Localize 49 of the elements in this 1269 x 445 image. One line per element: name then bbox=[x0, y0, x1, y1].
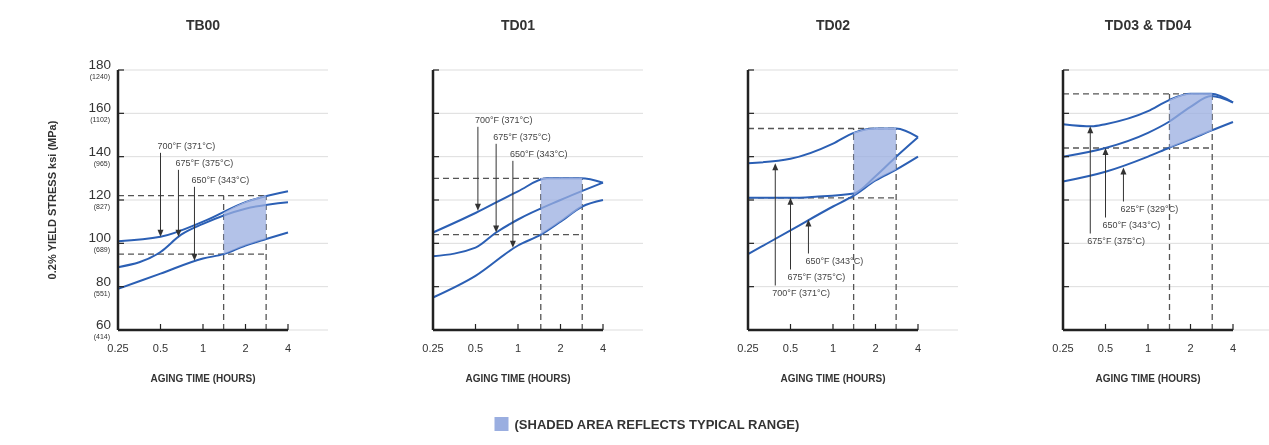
y-axis-title: 0.2% YIELD STRESS ksi (MPa) bbox=[46, 120, 58, 280]
x-tick-label: 2 bbox=[557, 342, 564, 354]
x-tick-label: 1 bbox=[1144, 342, 1152, 354]
y-tick-label: 160 bbox=[88, 100, 111, 116]
x-tick-label: 4 bbox=[914, 342, 922, 354]
annotation: 650°F (343°C) bbox=[805, 255, 864, 266]
x-tick-label: 1 bbox=[829, 342, 837, 354]
chart-title: TD02 bbox=[815, 17, 851, 33]
x-tick-label: 4 bbox=[1229, 342, 1237, 354]
annotation: 700°F (371°C) bbox=[474, 114, 533, 125]
x-tick-label: 1 bbox=[514, 342, 522, 354]
chart-title: TB00 bbox=[185, 17, 221, 33]
annotation: 650°F (343°C) bbox=[1102, 219, 1161, 230]
annotation: 675°F (375°C) bbox=[493, 131, 551, 142]
annotation: 700°F (371°C) bbox=[157, 140, 216, 151]
annotation: 675°F (375°C) bbox=[175, 157, 234, 168]
annotation: 700°F (371°C) bbox=[772, 287, 830, 298]
legend-label: (SHADED AREA REFLECTS TYPICAL RANGE) bbox=[514, 417, 800, 432]
x-axis-title: AGING TIME (HOURS) bbox=[780, 373, 886, 384]
x-tick-label: 0.5 bbox=[1097, 342, 1114, 354]
y-tick-label: 120 bbox=[88, 187, 111, 202]
annotation: 675°F (375°C) bbox=[787, 271, 846, 282]
chart-title: TD01 bbox=[500, 17, 536, 33]
annotation: 650°F (343°C) bbox=[509, 148, 568, 159]
annotation: 625°F (329°C) bbox=[1120, 203, 1179, 214]
x-tick-label: 2 bbox=[1187, 342, 1194, 354]
y-tick-label: 140 bbox=[88, 143, 111, 159]
x-tick-label: 0.25 bbox=[1052, 342, 1074, 354]
x-tick-label: 4 bbox=[284, 342, 292, 354]
x-tick-label: 0.25 bbox=[107, 342, 129, 354]
y-tick-label: 80 bbox=[95, 273, 111, 289]
x-tick-label: 0.25 bbox=[422, 342, 444, 354]
x-tick-label: 0.5 bbox=[467, 342, 484, 354]
annotation: 650°F (343°C) bbox=[191, 174, 250, 185]
y-tick-label: 60 bbox=[95, 317, 111, 332]
x-tick-label: 0.25 bbox=[737, 342, 759, 354]
x-tick-label: 2 bbox=[872, 342, 879, 354]
x-tick-label: 2 bbox=[242, 342, 249, 354]
x-tick-label: 0.5 bbox=[782, 342, 799, 354]
annotation: 675°F (375°C) bbox=[1087, 235, 1145, 246]
x-axis-title: AGING TIME (HOURS) bbox=[150, 373, 256, 384]
x-tick-label: 0.5 bbox=[152, 342, 169, 354]
x-axis-title: AGING TIME (HOURS) bbox=[465, 373, 571, 384]
x-tick-label: 1 bbox=[199, 342, 207, 354]
y-tick-label: 100 bbox=[88, 230, 111, 246]
chart-title: TD03 & TD04 bbox=[1104, 17, 1192, 33]
x-tick-label: 4 bbox=[599, 342, 607, 354]
x-axis-title: AGING TIME (HOURS) bbox=[1095, 373, 1201, 384]
y-tick-label: 180 bbox=[88, 57, 111, 72]
